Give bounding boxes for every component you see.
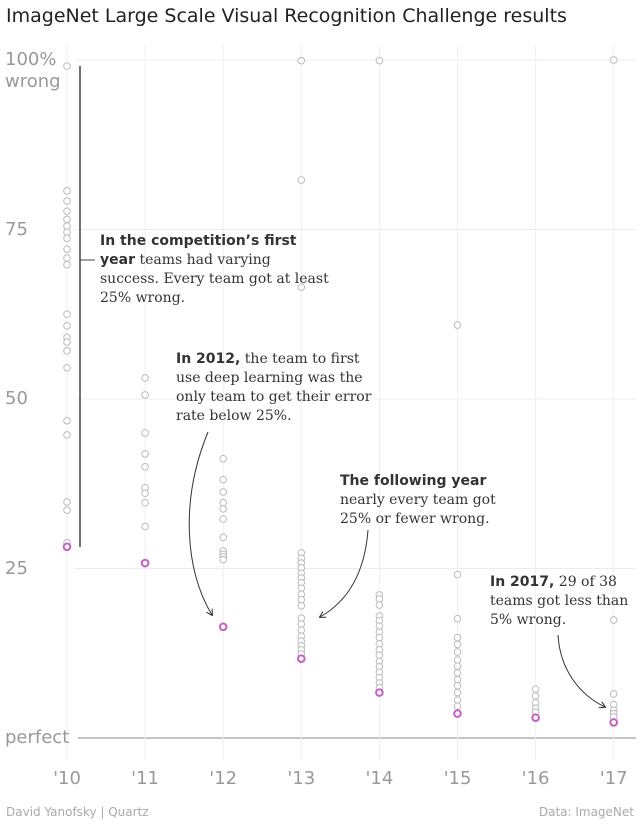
point [63,207,71,215]
x-tick-label: '12 [209,768,238,789]
x-tick-label: '16 [521,768,550,789]
winner-point [62,542,72,552]
winner-point [609,718,619,727]
x-tick-label: '15 [443,768,472,789]
point [141,391,149,399]
point [297,56,306,65]
x-tick-label: '11 [131,768,160,789]
point [297,176,306,184]
y-tick-label: perfect [5,727,70,748]
point [219,555,227,564]
point [63,187,71,195]
credit: David Yanofsky | Quartz [6,805,149,819]
point [63,338,71,346]
x-tick-label: '14 [365,768,394,789]
annotation: In 2017, 29 of 38 teams got less than 5%… [490,573,638,630]
point [63,498,71,506]
winner-point [297,654,306,663]
point [531,692,540,700]
winner-point [453,709,462,718]
point [453,662,462,670]
point [453,688,462,697]
point [141,429,149,437]
point [219,505,227,513]
x-tick-label: '10 [53,768,81,789]
annotation: The following year nearly every team got… [340,472,510,529]
point [375,601,384,609]
annotation-lead: The following year [340,473,487,489]
annotation: In 2012, the team to first use deep lear… [176,350,386,426]
point [375,56,384,65]
point [63,234,71,243]
chart-title: ImageNet Large Scale Visual Recognition … [6,5,567,27]
point [141,374,149,382]
point [453,648,462,656]
annotation-text: teams had varying success. Every team go… [100,252,329,306]
source: Data: ImageNet [538,805,634,819]
point [531,685,540,693]
annotation-lead: In 2012, [176,351,241,367]
point [141,489,149,498]
winner-point [375,688,384,697]
point [609,56,618,64]
arrow [557,634,605,707]
point [63,310,71,319]
point [63,321,71,330]
point [297,283,306,291]
point [453,614,462,623]
point [219,515,227,523]
point [63,416,71,425]
point [141,463,149,471]
point [453,570,462,579]
y-tick-label: 25 [5,557,28,579]
point [453,633,462,642]
point [141,522,149,531]
winner-point [531,713,540,722]
x-tick-label: '13 [287,768,316,789]
point [609,690,618,698]
point [141,498,149,507]
point [63,347,71,355]
annotation: In the competition’s first year teams ha… [100,232,330,308]
point [63,197,71,205]
y-tick-label: 100% wrong [5,49,61,92]
annotation-text: nearly every team got 25% or fewer wrong… [340,492,496,527]
annotation-lead: In 2017, [490,574,555,590]
point [63,260,71,269]
arrow [188,431,212,615]
point [219,475,227,484]
point [297,601,306,610]
x-tick-label: '17 [599,768,628,789]
annotation-text: 29 of 38 teams got less than 5% wrong. [490,574,629,628]
point [63,254,71,262]
point [219,488,227,496]
y-tick-label: 50 [5,388,28,409]
point [219,454,227,463]
point [609,616,618,624]
annotation-lead: In the competition’s first year [100,233,297,268]
point [453,321,462,329]
point [219,533,227,542]
winner-point [140,558,150,568]
y-tick-label: 75 [5,218,28,240]
point [63,431,71,439]
point [63,62,71,70]
point [453,640,462,649]
annotation-text: the team to first use deep learning was … [176,351,372,424]
point [453,669,462,677]
point [453,681,462,690]
point [453,702,462,710]
winner-point [218,622,228,632]
point [141,450,149,458]
arrow [320,529,369,617]
point [63,506,71,514]
point [63,245,71,253]
point [63,364,71,372]
